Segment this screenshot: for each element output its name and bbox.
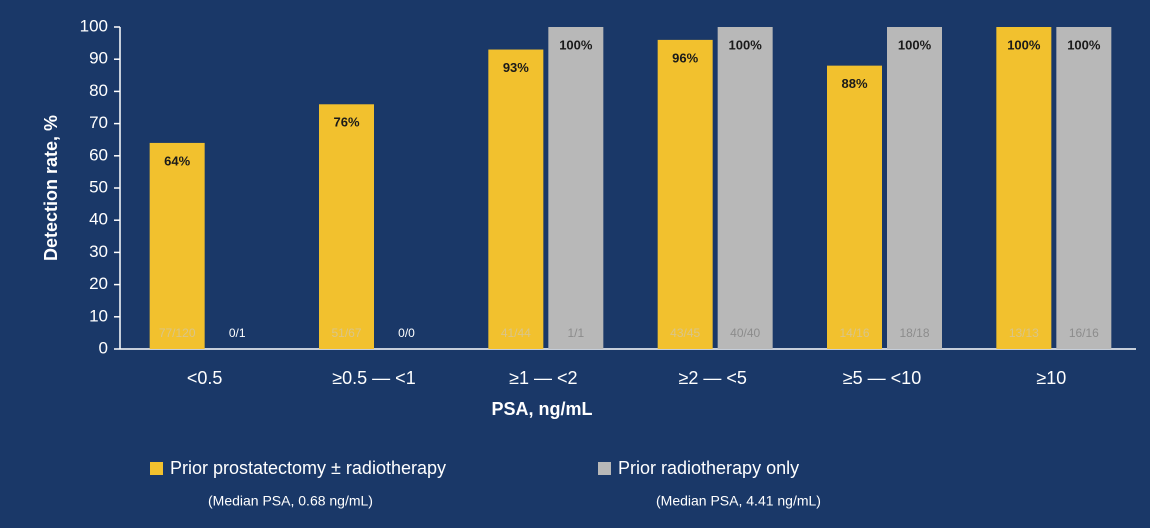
count-label: 40/40 [730, 326, 760, 340]
count-label: 0/0 [398, 326, 415, 340]
count-label: 0/1 [229, 326, 246, 340]
count-label: 16/16 [1069, 326, 1099, 340]
y-tick-label: 20 [89, 274, 108, 293]
y-axis-title: Detection rate, % [41, 115, 61, 261]
value-label: 100% [898, 37, 932, 52]
legend-note: (Median PSA, 4.41 ng/mL) [656, 493, 821, 509]
count-label: 13/13 [1009, 326, 1039, 340]
value-label: 100% [559, 37, 593, 52]
count-label: 14/16 [839, 326, 869, 340]
y-tick-label: 60 [89, 145, 108, 164]
count-label: 1/1 [567, 326, 584, 340]
bar [149, 142, 205, 349]
bar [548, 27, 604, 349]
x-tick-label: ≥2 — <5 [678, 368, 746, 388]
legend-note: (Median PSA, 0.68 ng/mL) [208, 493, 373, 509]
count-label: 43/45 [670, 326, 700, 340]
bar [996, 27, 1052, 349]
y-tick-label: 50 [89, 177, 108, 196]
y-tick-label: 80 [89, 81, 108, 100]
value-label: 100% [1067, 37, 1101, 52]
x-tick-label: <0.5 [187, 368, 223, 388]
count-label: 51/67 [331, 326, 361, 340]
x-tick-label: ≥0.5 — <1 [332, 368, 415, 388]
legend-label: Prior prostatectomy ± radiotherapy [170, 458, 446, 478]
bar [319, 104, 374, 349]
value-label: 96% [672, 50, 698, 65]
value-label: 64% [164, 153, 190, 168]
x-axis-title: PSA, ng/mL [491, 399, 592, 419]
y-tick-label: 0 [99, 338, 108, 357]
y-tick-label: 30 [89, 242, 108, 261]
count-label: 77/120 [159, 326, 196, 340]
x-tick-label: ≥1 — <2 [509, 368, 577, 388]
value-label: 100% [729, 37, 763, 52]
x-tick-label: ≥5 — <10 [843, 368, 921, 388]
bar [827, 65, 882, 349]
legend-label: Prior radiotherapy only [618, 458, 799, 478]
bar [488, 49, 544, 349]
value-label: 100% [1007, 37, 1041, 52]
value-label: 76% [333, 115, 359, 130]
count-label: 18/18 [899, 326, 929, 340]
bar [717, 27, 773, 349]
x-tick-label: ≥10 [1036, 368, 1066, 388]
legend-swatch [598, 462, 611, 475]
y-tick-label: 70 [89, 113, 108, 132]
value-label: 93% [503, 60, 529, 75]
legend-swatch [150, 462, 163, 475]
value-label: 88% [841, 76, 867, 91]
y-tick-label: 10 [89, 306, 108, 325]
y-tick-label: 40 [89, 210, 108, 229]
y-tick-label: 100 [80, 16, 108, 35]
y-tick-label: 90 [89, 49, 108, 68]
bar [657, 39, 713, 349]
bar [887, 27, 942, 349]
count-label: 41/44 [501, 326, 531, 340]
bar [1056, 27, 1112, 349]
